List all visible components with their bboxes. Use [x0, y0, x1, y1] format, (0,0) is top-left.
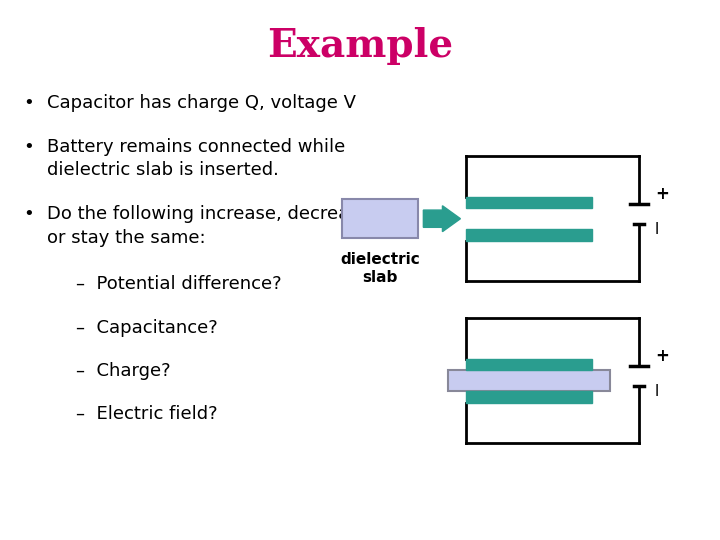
Text: •: • — [24, 205, 34, 223]
Text: Battery remains connected while
dielectric slab is inserted.: Battery remains connected while dielectr… — [47, 138, 345, 179]
Bar — [467, 391, 593, 403]
Text: •: • — [24, 94, 34, 112]
Text: l: l — [655, 222, 659, 237]
Text: Example: Example — [267, 27, 453, 65]
Bar — [467, 359, 593, 370]
Text: +: + — [655, 347, 669, 365]
Text: –  Charge?: – Charge? — [76, 362, 170, 380]
Bar — [342, 199, 418, 238]
Text: Capacitor has charge Q, voltage V: Capacitor has charge Q, voltage V — [47, 94, 356, 112]
Bar — [467, 229, 593, 241]
Bar — [467, 197, 593, 208]
Text: Do the following increase, decrease
or stay the same:: Do the following increase, decrease or s… — [47, 205, 369, 247]
Text: –  Potential difference?: – Potential difference? — [76, 275, 282, 293]
Text: –  Electric field?: – Electric field? — [76, 405, 217, 423]
Text: –  Capacitance?: – Capacitance? — [76, 319, 217, 336]
FancyArrow shape — [423, 206, 461, 232]
Text: +: + — [655, 185, 669, 203]
Text: •: • — [24, 138, 34, 156]
Bar — [448, 370, 610, 391]
Text: dielectric
slab: dielectric slab — [340, 252, 420, 285]
Text: l: l — [655, 384, 659, 399]
